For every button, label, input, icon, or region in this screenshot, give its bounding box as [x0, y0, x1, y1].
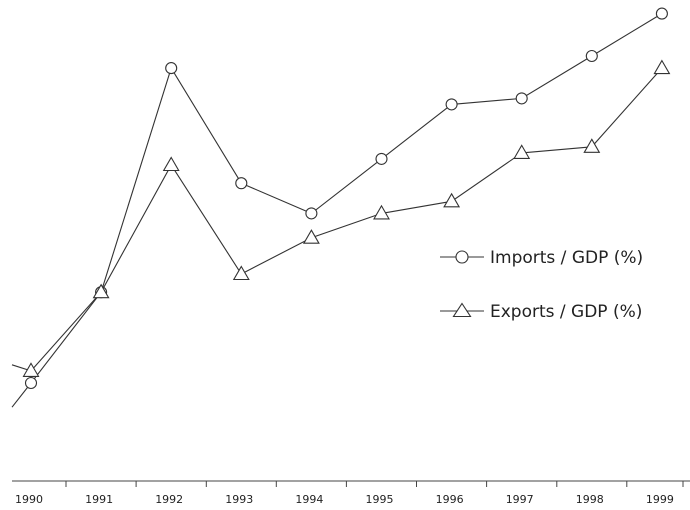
legend-label-imports: Imports / GDP (%) — [490, 248, 643, 268]
point-imports-1996 — [445, 98, 458, 111]
series-line-exports — [11, 67, 663, 372]
point-imports-1999 — [655, 7, 668, 20]
point-exports-1995 — [373, 204, 390, 220]
legend-item-exports: Exports / GDP (%) — [440, 302, 642, 322]
legend: Imports / GDP (%) Exports / GDP (%) — [440, 248, 643, 322]
legend-triangle-marker-icon — [452, 302, 472, 318]
point-imports-1992 — [165, 62, 178, 75]
x-tick-label-1995: 1995 — [366, 493, 394, 506]
point-imports-1995 — [375, 152, 388, 165]
x-tick-label-1990: 1990 — [15, 493, 43, 506]
x-tick-label-1998: 1998 — [576, 493, 604, 506]
x-tick-label-1992: 1992 — [155, 493, 183, 506]
point-exports-1996 — [443, 192, 461, 208]
point-imports-1997 — [515, 92, 528, 105]
legend-label-exports: Exports / GDP (%) — [490, 302, 642, 322]
point-exports-1994 — [302, 229, 320, 244]
x-tick-label-1994: 1994 — [295, 493, 323, 506]
x-axis: 1990 1991 1992 1993 1994 1995 1996 1997 1998 1999 — [12, 480, 690, 506]
series-layer — [11, 7, 671, 408]
point-imports-1998 — [585, 49, 598, 63]
point-exports-1992 — [162, 156, 180, 172]
x-tick-label-1999: 1999 — [646, 493, 674, 506]
legend-circle-marker-icon — [455, 250, 469, 264]
x-tick-label-1997: 1997 — [506, 493, 534, 506]
series-line-imports — [11, 13, 663, 408]
point-exports-1999 — [653, 59, 671, 75]
point-imports-1990 — [24, 376, 38, 390]
legend-item-imports: Imports / GDP (%) — [440, 248, 643, 268]
x-tick-label-1993: 1993 — [225, 493, 253, 506]
x-tick-label-1991: 1991 — [85, 493, 113, 506]
point-imports-1993 — [235, 177, 248, 190]
point-exports-1997 — [513, 144, 531, 159]
point-exports-1990 — [22, 362, 40, 377]
x-tick-label-1996: 1996 — [436, 493, 464, 506]
point-exports-1998 — [583, 138, 601, 153]
point-exports-1991 — [92, 283, 110, 299]
point-imports-1994 — [305, 207, 318, 220]
point-exports-1993 — [232, 265, 250, 281]
